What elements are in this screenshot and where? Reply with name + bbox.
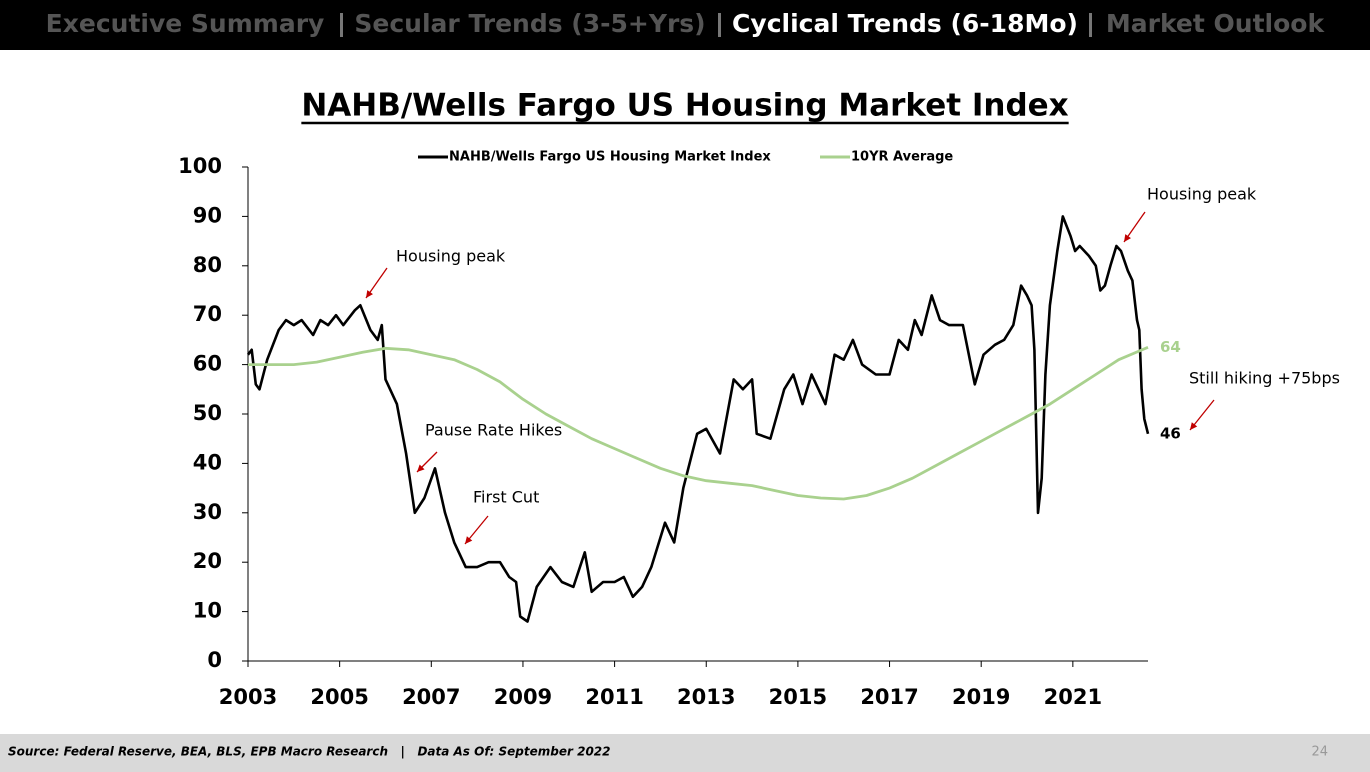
y-tick-label: 100 [178, 154, 222, 178]
y-tick-label: 60 [193, 352, 222, 376]
annotation: Pause Rate Hikes [425, 421, 562, 440]
nav-item: Secular Trends (3-5+Yrs) [354, 9, 705, 38]
y-tick-label: 20 [193, 549, 222, 573]
annotation: Still hiking +75bps [1189, 369, 1340, 388]
nav-bar [0, 0, 1370, 50]
x-tick-label: 2013 [677, 685, 735, 709]
x-tick-label: 2021 [1044, 685, 1102, 709]
end-label: 64 [1160, 338, 1181, 356]
legend-label: 10YR Average [851, 150, 953, 165]
footer-bar [0, 734, 1370, 772]
nav-separator [340, 13, 343, 37]
x-tick-label: 2011 [585, 685, 643, 709]
arrow-head [417, 464, 425, 472]
arrow-head [1190, 422, 1198, 430]
y-tick-label: 0 [207, 648, 222, 672]
source: Source: Federal Reserve, BEA, BLS, EPB M… [8, 745, 611, 759]
y-tick-label: 10 [193, 599, 222, 623]
x-tick-label: 2005 [310, 685, 368, 709]
annotation: Housing peak [396, 247, 506, 266]
y-tick-label: 70 [193, 302, 222, 326]
arrow-head [1124, 234, 1131, 242]
x-tick-label: 2015 [769, 685, 827, 709]
y-tick-label: 80 [193, 253, 222, 277]
x-tick-label: 2003 [219, 685, 277, 709]
legend-label: NAHB/Wells Fargo US Housing Market Index [449, 150, 771, 165]
y-tick-label: 30 [193, 500, 222, 524]
nav-item: Executive Summary [46, 9, 325, 38]
arrow-head [465, 536, 473, 544]
chart-title: NAHB/Wells Fargo US Housing Market Index [301, 88, 1068, 124]
x-tick-label: 2007 [402, 685, 460, 709]
arrow-head [366, 290, 373, 298]
y-tick-label: 50 [193, 401, 222, 425]
nav-separator [1089, 13, 1092, 37]
x-tick-label: 2009 [494, 685, 552, 709]
annotation: Housing peak [1147, 185, 1257, 204]
y-tick-label: 40 [193, 450, 222, 474]
nav-item: Cyclical Trends (6-18Mo) [732, 9, 1078, 38]
end-label: 46 [1160, 424, 1181, 442]
series-line [246, 215, 1150, 623]
x-tick-label: 2017 [860, 685, 918, 709]
series-line [248, 346, 1149, 501]
annotation: First Cut [473, 488, 539, 507]
page-number: 24 [1311, 745, 1328, 760]
x-tick-label: 2019 [952, 685, 1010, 709]
y-tick-label: 90 [193, 203, 222, 227]
nav-separator [718, 13, 721, 37]
nav-item: Market Outlook [1106, 9, 1326, 38]
